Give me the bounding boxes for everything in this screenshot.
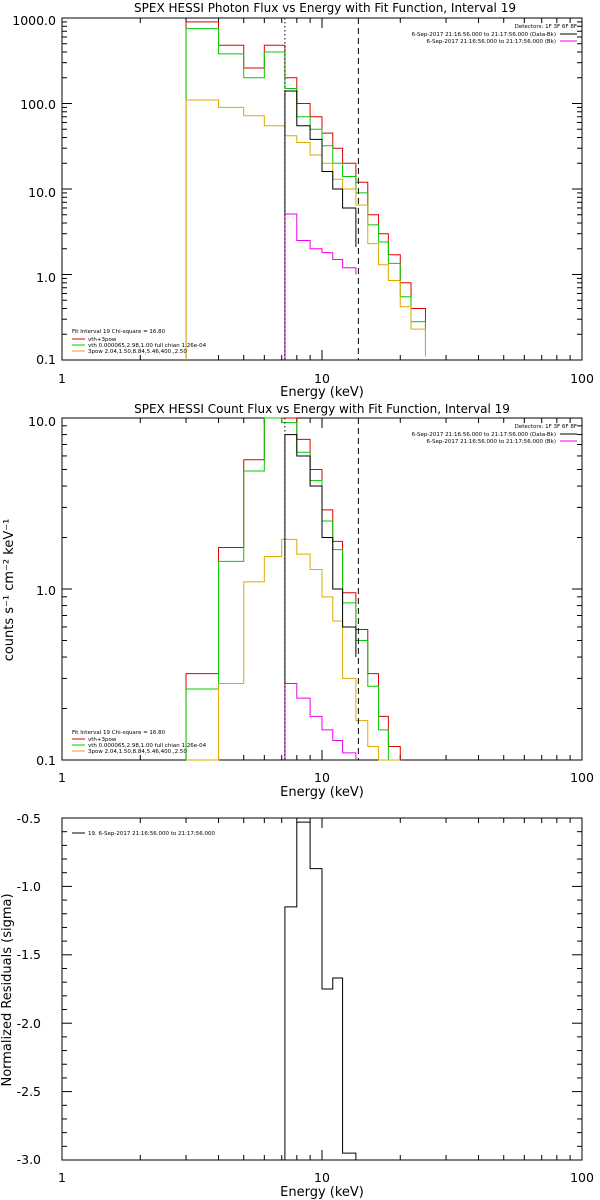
residuals-xtick-100: 100 — [570, 1170, 594, 1185]
count-flux-series-3pow — [186, 538, 401, 761]
residuals-ytick-m2.0: -2.0 — [17, 1016, 41, 1031]
photon-flux-series-3pow — [185, 99, 426, 360]
count-flux-ylabel: counts s⁻¹ cm⁻² keV⁻¹ — [2, 519, 17, 662]
photon-flux-title: SPEX HESSI Photon Flux vs Energy with Fi… — [134, 1, 516, 15]
residuals-ytick-m1.5: -1.5 — [17, 947, 41, 962]
photon-flux-ytick-1000: 1000.0 — [12, 13, 56, 28]
photon-flux-series-vth-3pow — [185, 21, 426, 360]
photon-flux-legend-vth: vth 0.000065,2.98,1.00 full chian 1.26e-… — [88, 343, 207, 349]
photon-flux-bk-interval: 6-Sep-2017 21:16:56.000 to 21:17:56.000 … — [427, 39, 557, 45]
count-flux-series-bk — [284, 683, 357, 760]
count-flux-fit-interval-text: Fit Interval 19 Chi-square = 16.80 — [72, 730, 166, 736]
count-flux-legend-vth: vth 0.000065,2.98,1.00 full chian 1.26e-… — [88, 743, 207, 749]
count-flux-series-vth — [185, 417, 401, 761]
count-flux-legend-3pow: 3pow 2.04,1.50,8.84,5.46,400.,2.50 — [88, 749, 187, 755]
residuals-legend-text: 19. 6-Sep-2017 21:16:56.000 to 21:17:56.… — [88, 831, 215, 837]
residuals-axis-ticks — [61, 817, 582, 1161]
photon-flux-xtick-10: 10 — [314, 371, 330, 386]
residuals-xtick-10: 10 — [314, 1170, 330, 1185]
photon-flux-ytick-0.1: 0.1 — [36, 352, 56, 367]
photon-flux-xlabel: Energy (keV) — [280, 385, 364, 400]
count-flux-bk-interval: 6-Sep-2017 21:16:56.000 to 21:17:56.000 … — [427, 439, 557, 445]
count-flux-xlabel: Energy (keV) — [280, 785, 364, 800]
residuals-ylabel: Normalized Residuals (sigma) — [0, 893, 15, 1086]
residuals-series — [284, 821, 357, 1160]
residuals-xlabel: Energy (keV) — [280, 1185, 364, 1200]
count-flux-xtick-100: 100 — [570, 770, 594, 785]
residuals-series-residuals — [284, 821, 357, 1160]
photon-flux-legend-vth-3pow: vth+3pow — [88, 337, 117, 343]
residuals-xtick-1: 1 — [58, 1170, 66, 1185]
residuals-ytick-m1.0: -1.0 — [17, 879, 41, 894]
count-flux-xtick-10: 10 — [314, 770, 330, 785]
photon-flux-series-bk — [284, 213, 357, 360]
count-flux-panel: SPEX HESSI Count Flux vs Energy with Fit… — [2, 402, 594, 800]
count-flux-title: SPEX HESSI Count Flux vs Energy with Fit… — [134, 402, 510, 416]
photon-flux-axis-ticks — [61, 17, 582, 361]
residuals-panel: 1 10 100 -3.0 -2.5 -2.0 -1.5 -1.0 -0.5 E… — [0, 811, 594, 1200]
photon-flux-legend-3pow: 3pow 2.04,1.50,8.84,5.46,400.,2.50 — [88, 349, 187, 355]
photon-flux-xtick-100: 100 — [570, 371, 594, 386]
photon-flux-data-bk-interval: 6-Sep-2017 21:16:56.000 to 21:17:56.000 … — [412, 32, 556, 38]
count-flux-series — [185, 417, 401, 761]
photon-flux-detectors-text: Detectors: 1F 3F 6F 8F — [515, 24, 577, 30]
count-flux-data-bk-interval: 6-Sep-2017 21:16:56.000 to 21:17:56.000 … — [412, 432, 556, 438]
residuals-ytick-m0.5: -0.5 — [17, 811, 41, 826]
count-flux-ytick-0.1: 0.1 — [36, 753, 56, 768]
count-flux-xtick-1: 1 — [58, 770, 66, 785]
photon-flux-plot-frame — [61, 17, 583, 361]
photon-flux-energy-markers — [284, 18, 359, 360]
count-flux-legend-vth-3pow: vth+3pow — [88, 737, 117, 743]
photon-flux-series-vth — [185, 28, 426, 360]
photon-flux-fit-interval-text: Fit Interval 19 Chi-square = 16.80 — [72, 329, 166, 335]
photon-flux-series — [185, 21, 426, 360]
photon-flux-ytick-10: 10.0 — [28, 185, 56, 200]
photon-flux-ytick-1: 1.0 — [36, 270, 56, 285]
photon-flux-series-data-bk — [284, 90, 357, 360]
count-flux-series-data-bk — [284, 434, 357, 760]
count-flux-ytick-1: 1.0 — [36, 583, 56, 598]
count-flux-detectors-text: Detectors: 1F 3F 6F 8F — [515, 424, 577, 430]
photon-flux-xtick-1: 1 — [58, 371, 66, 386]
residuals-ytick-m3.0: -3.0 — [17, 1152, 41, 1167]
count-flux-energy-markers — [284, 418, 359, 760]
photon-flux-panel: SPEX HESSI Photon Flux vs Energy with Fi… — [12, 1, 594, 400]
residuals-ytick-m2.5: -2.5 — [17, 1084, 41, 1099]
count-flux-ytick-10: 10.0 — [28, 414, 56, 429]
photon-flux-ytick-100: 100.0 — [20, 97, 56, 112]
